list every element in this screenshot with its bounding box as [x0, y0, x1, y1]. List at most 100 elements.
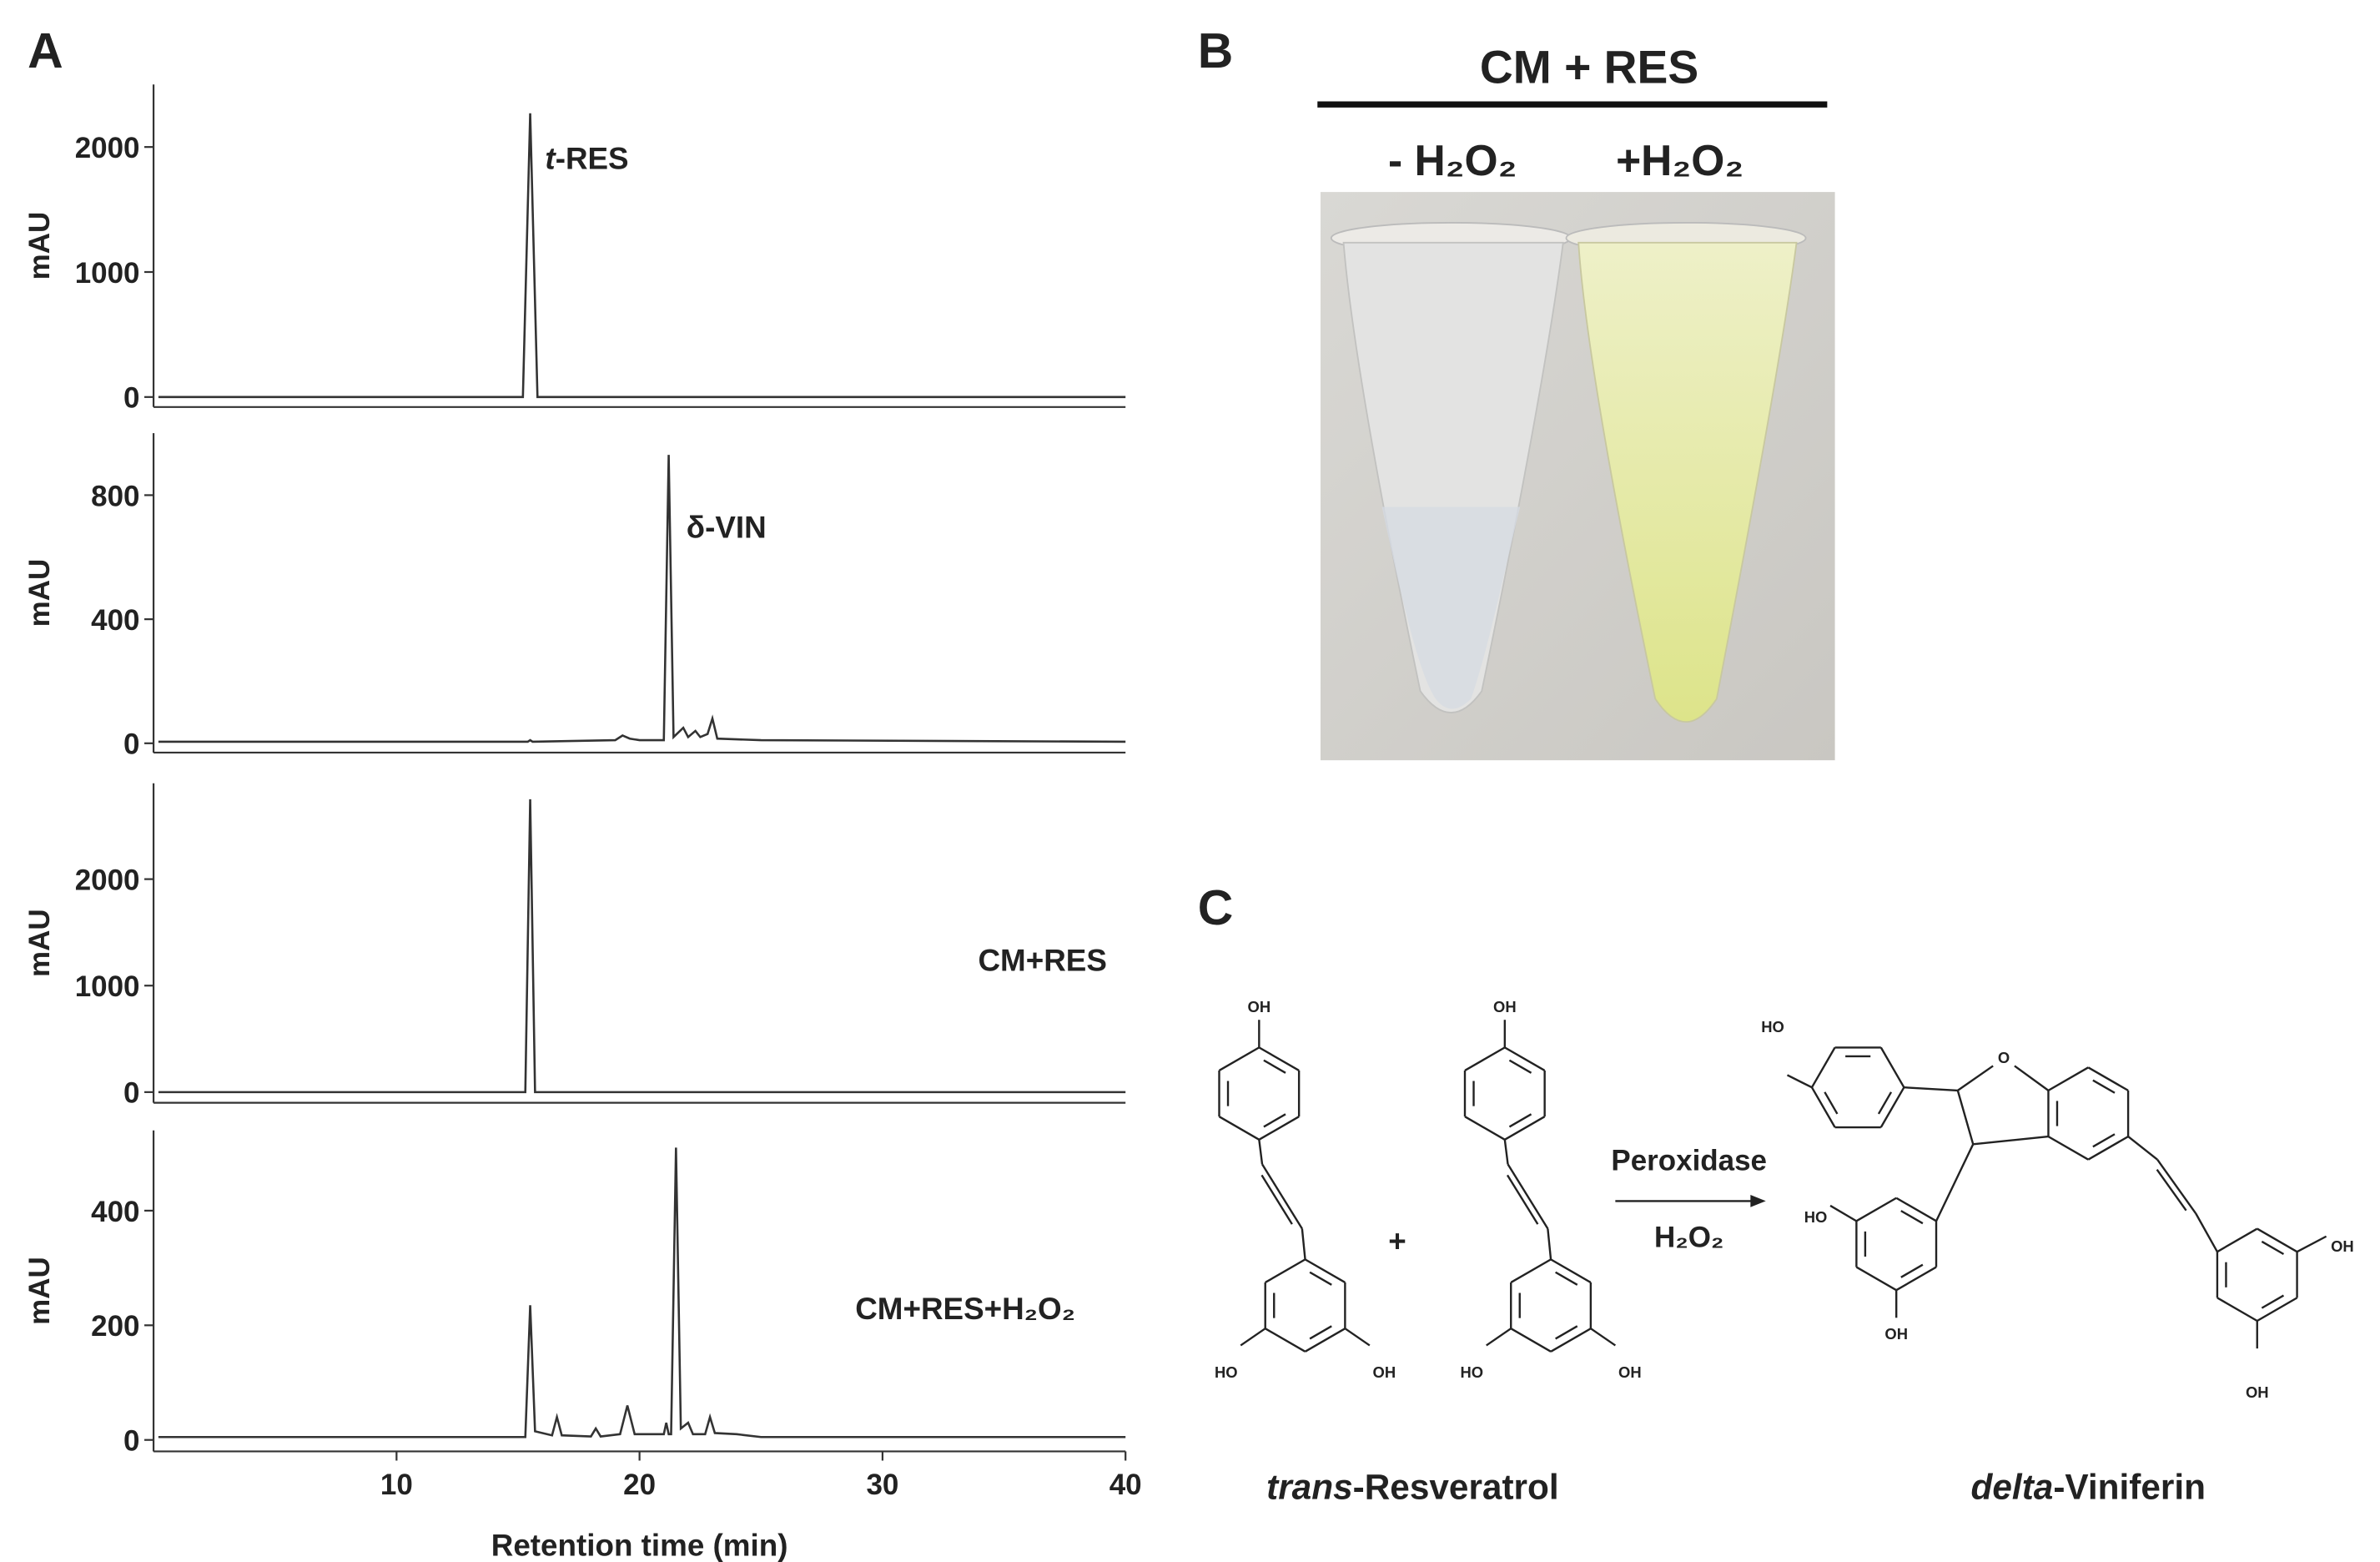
atom-label: O	[1998, 1049, 2010, 1066]
compound-name-part: -Resveratrol	[1353, 1468, 1559, 1507]
bond	[1879, 1086, 1905, 1128]
bond	[2261, 1240, 2285, 1256]
bond	[1344, 1328, 1371, 1347]
cofactor-label: H₂O₂	[1654, 1222, 1724, 1254]
bond	[1507, 1163, 1549, 1230]
y-tick-label: 0	[123, 1077, 139, 1110]
y-tick-label: 400	[91, 604, 139, 637]
atom-label: OH	[1248, 998, 1271, 1015]
bond	[1550, 1258, 1592, 1284]
bond	[1263, 1059, 1286, 1074]
panel-label: B	[1198, 24, 1234, 78]
y-tick-label: 0	[123, 382, 139, 415]
bond	[1503, 1139, 1509, 1165]
bond	[2092, 1079, 2116, 1094]
atom-label: OH	[1373, 1363, 1396, 1381]
bond	[1956, 1090, 1975, 1145]
peak-annotation: δ-VIN	[687, 510, 767, 544]
bond	[1506, 1174, 1539, 1225]
bond	[2127, 1136, 2158, 1161]
atom-label: HO	[1761, 1018, 1784, 1035]
bond	[2014, 1065, 2050, 1091]
plus-sign: +	[1388, 1224, 1406, 1258]
bond	[1935, 1143, 1975, 1222]
bond	[1240, 1328, 1266, 1347]
bond	[1904, 1086, 1958, 1092]
condition-label: +H₂O₂	[1616, 136, 1743, 184]
bond	[1218, 1046, 1260, 1071]
bond	[2047, 1136, 2089, 1161]
compound-name-part: delta	[1971, 1468, 2054, 1507]
bond	[1555, 1325, 1578, 1340]
panel-label: A	[28, 24, 63, 78]
y-axis-label: mAU	[23, 1257, 56, 1325]
bond	[1260, 1174, 1293, 1225]
condition-label: - H₂O₂	[1388, 136, 1517, 184]
compound-name-part: trans	[1266, 1468, 1353, 1507]
x-tick-label: 30	[866, 1469, 898, 1501]
bond	[1258, 1116, 1300, 1141]
atom-label: OH	[1618, 1363, 1642, 1381]
panel-b-title: CM + RES	[1480, 41, 1698, 93]
bond	[1265, 1328, 1306, 1353]
x-tick-label: 40	[1109, 1469, 1142, 1501]
bond	[1879, 1046, 1905, 1088]
atom-label: HO	[1215, 1363, 1238, 1381]
compound-name-part: -Viniferin	[2053, 1468, 2206, 1507]
atom-label: OH	[1884, 1325, 1908, 1343]
bond	[2156, 1169, 2187, 1212]
bond	[1504, 1046, 1546, 1071]
bond	[2257, 1227, 2298, 1253]
y-axis-label: mAU	[23, 909, 56, 977]
bond	[1309, 1325, 1332, 1340]
atom-label: HO	[1804, 1208, 1828, 1226]
bond	[1263, 1113, 1286, 1128]
y-axis-label: mAU	[23, 559, 56, 627]
bond	[1510, 1328, 1552, 1353]
bond	[1265, 1258, 1306, 1284]
y-tick-label: 2000	[75, 132, 140, 164]
y-tick-label: 1000	[75, 257, 140, 290]
bond	[1855, 1266, 1897, 1292]
bond	[1504, 1116, 1546, 1141]
arrow-head	[1750, 1195, 1766, 1207]
chromatogram-line	[158, 113, 1126, 399]
bond	[1258, 1139, 1264, 1165]
y-tick-label: 1000	[75, 970, 140, 1003]
bond	[2092, 1133, 2116, 1148]
peak-annotation-part: CM+RES	[978, 943, 1106, 977]
bond	[2156, 1159, 2197, 1214]
peak-annotation: t-RES	[545, 142, 628, 176]
bond	[1855, 1197, 1897, 1222]
bond	[1829, 1204, 1857, 1222]
bond	[1464, 1046, 1506, 1071]
bond	[1218, 1116, 1260, 1141]
x-tick-label: 20	[623, 1469, 656, 1501]
bond	[1957, 1065, 1994, 1091]
bond	[2216, 1297, 2258, 1323]
peak-annotation-part: -RES	[556, 142, 629, 176]
chromatogram-line	[158, 1147, 1126, 1439]
bond	[1510, 1258, 1552, 1284]
bond	[1258, 1046, 1300, 1071]
bond	[1508, 1113, 1532, 1128]
atom-label: OH	[1493, 998, 1517, 1015]
bond	[1810, 1086, 1836, 1128]
chromatogram-line	[158, 799, 1126, 1094]
bond	[1309, 1271, 1332, 1286]
compound-name: delta-Viniferin	[1971, 1468, 2206, 1507]
bond	[1900, 1263, 1924, 1278]
panel-label: C	[1198, 881, 1234, 935]
peak-annotation-part: δ-VIN	[687, 510, 767, 544]
bond	[1895, 1197, 1937, 1222]
enzyme-label: Peroxidase	[1611, 1145, 1767, 1177]
y-axis-label: mAU	[23, 212, 56, 280]
bond	[2087, 1136, 2129, 1161]
atom-label: OH	[2246, 1383, 2269, 1401]
peak-annotation-part: CM+RES+H₂O₂	[855, 1292, 1075, 1326]
bond	[1824, 1091, 1839, 1115]
bond	[1508, 1059, 1532, 1074]
bond	[2257, 1297, 2298, 1323]
